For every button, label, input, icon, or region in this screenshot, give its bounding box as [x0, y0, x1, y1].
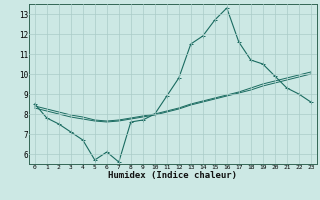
X-axis label: Humidex (Indice chaleur): Humidex (Indice chaleur) — [108, 171, 237, 180]
